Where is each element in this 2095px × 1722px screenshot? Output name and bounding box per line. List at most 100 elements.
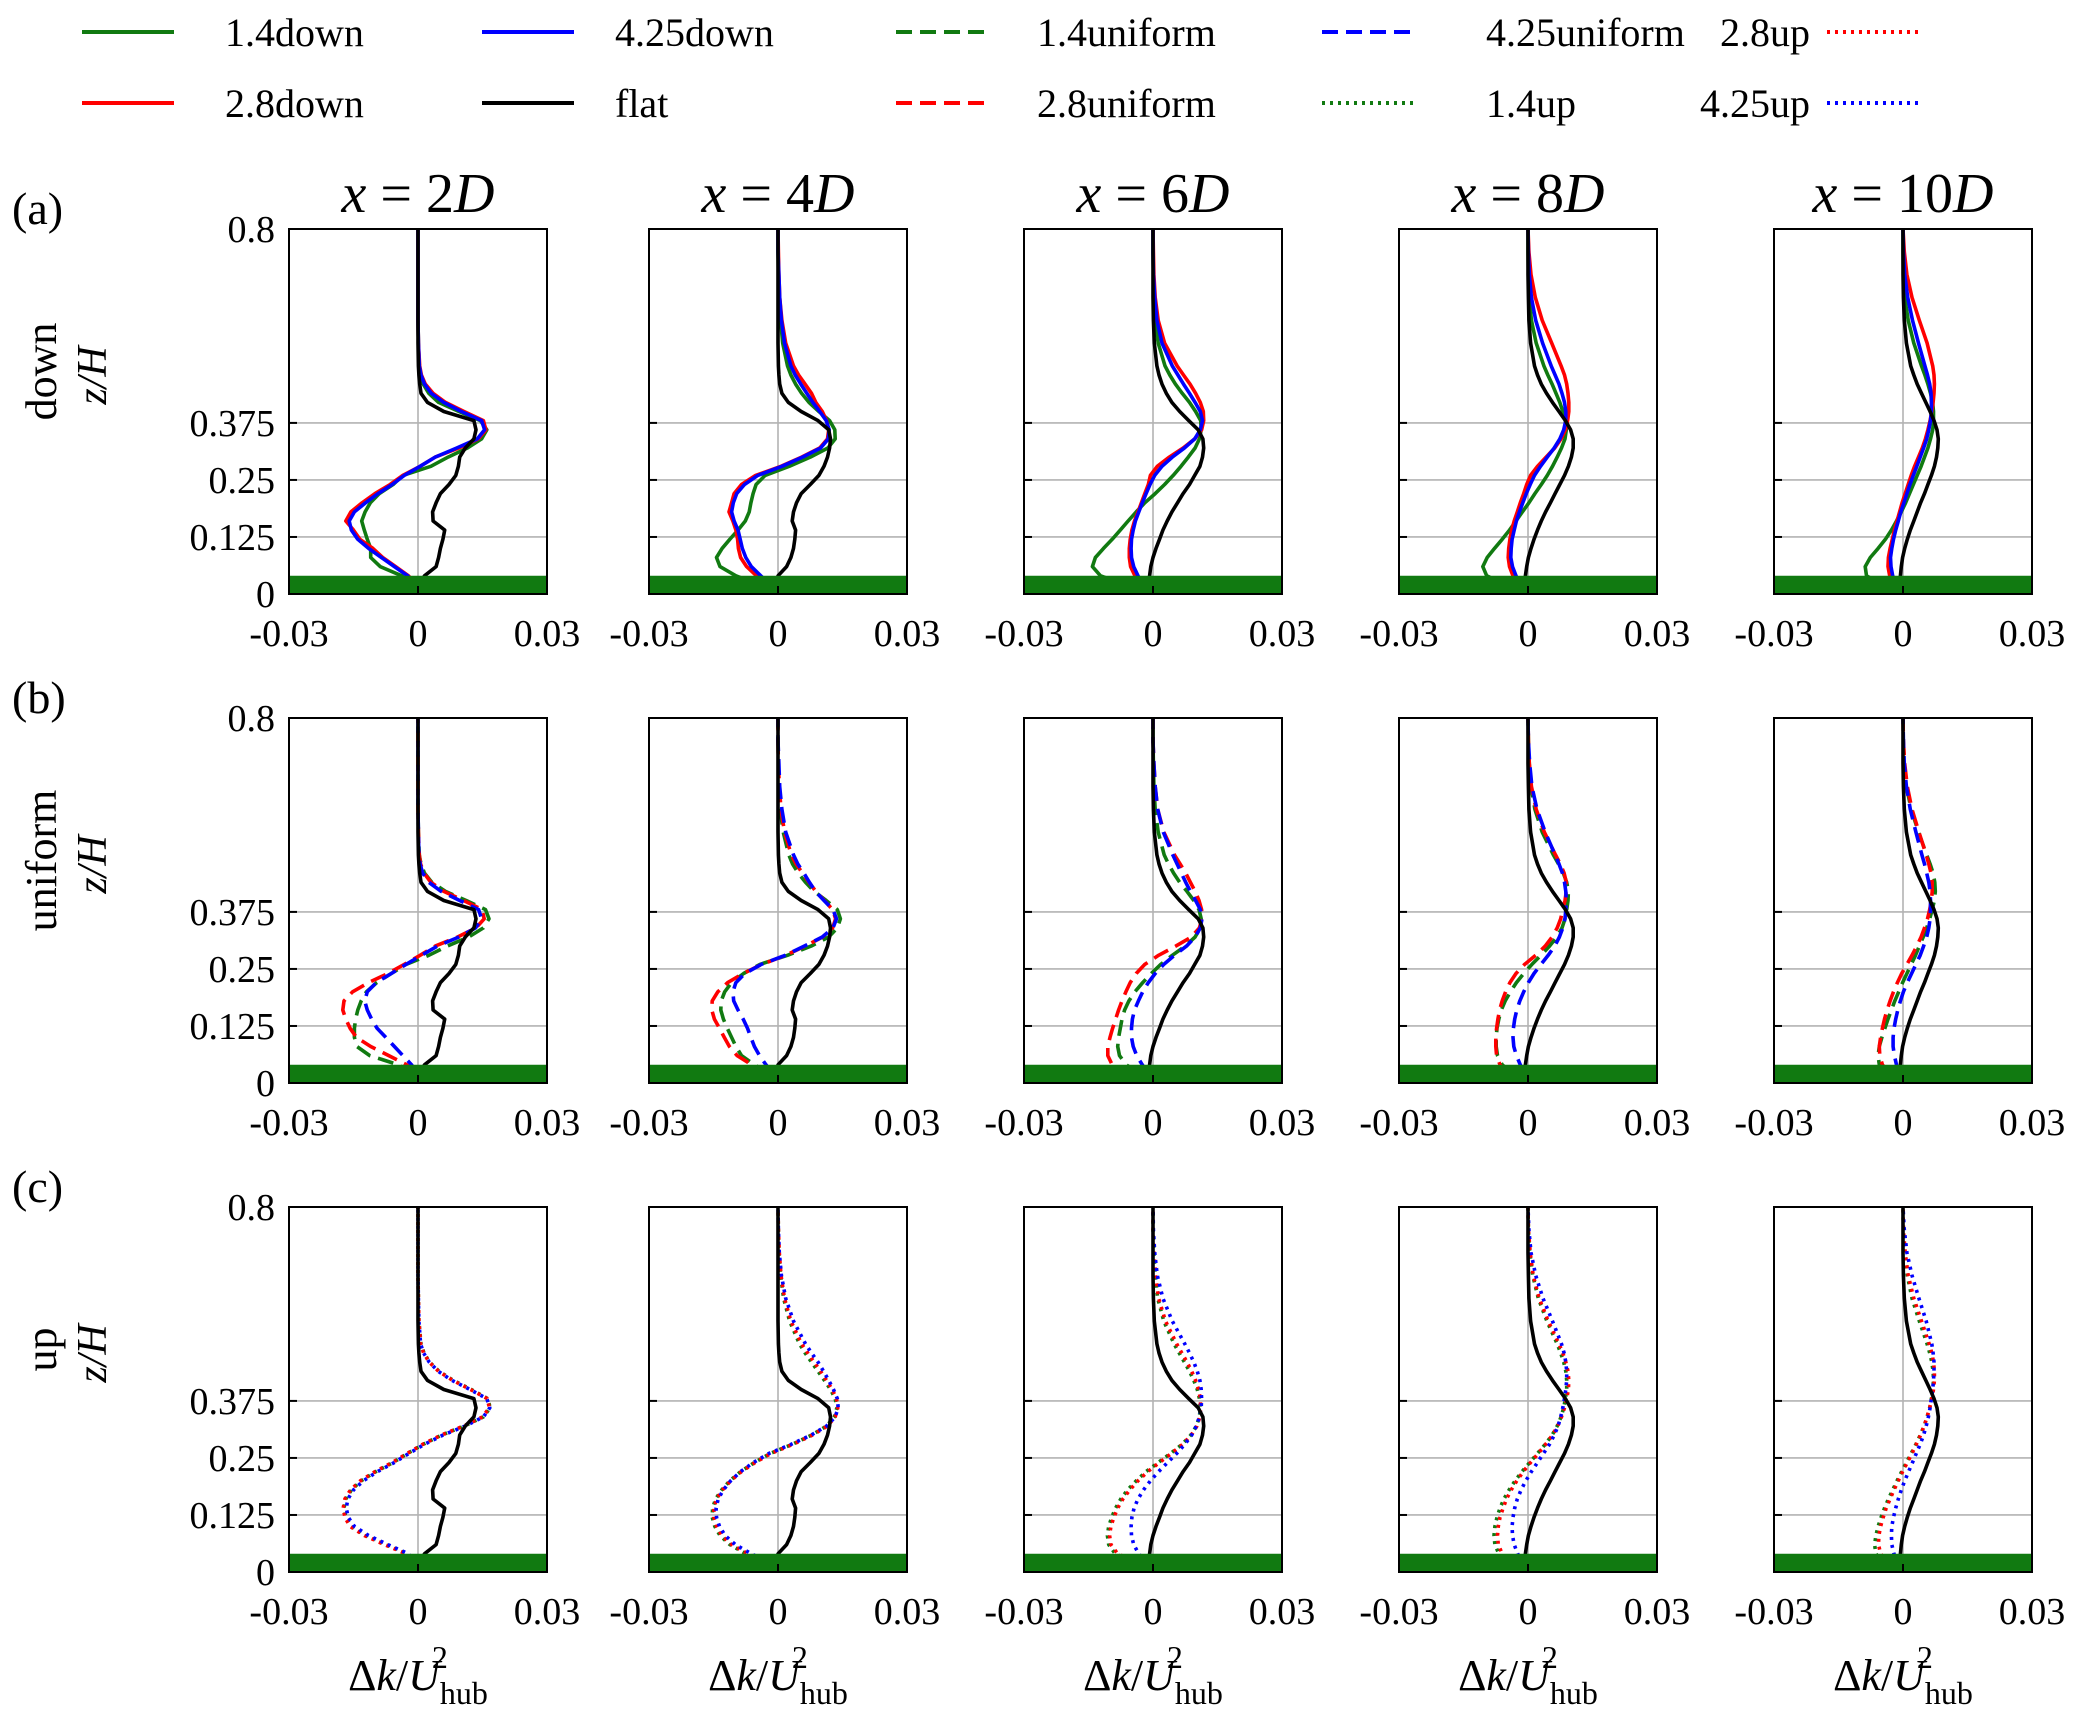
series-line-4.25down	[729, 229, 831, 587]
series-line-4.25uniform	[1891, 718, 1933, 1075]
x-tick-label: 0.03	[514, 613, 581, 655]
series-line-flat	[774, 718, 833, 1075]
x-tick-label: -0.03	[984, 1102, 1063, 1144]
legend-label-4.25down: 4.25down	[615, 10, 774, 55]
x-tick-label: -0.03	[249, 1102, 328, 1144]
x-tick-label: 0.03	[874, 613, 941, 655]
series-line-2.8uniform	[1494, 718, 1569, 1076]
column-titles: x = 2D x = 4D x = 6D x = 8D x = 10D	[341, 163, 1994, 225]
panel-uniform-6D: -0.03 0 0.03	[984, 717, 1315, 1144]
legend-item-1.4uniform: 1.4uniform	[896, 10, 1216, 55]
legend-item-flat: flat	[482, 81, 668, 126]
series-line-flat	[1898, 718, 1941, 1074]
y-tick-label: 0.125	[190, 1495, 276, 1537]
x-tick-label: -0.03	[1359, 1591, 1438, 1633]
ground-strip	[289, 575, 547, 594]
ground-strip	[1399, 575, 1657, 594]
legend-label-1.4down: 1.4down	[225, 10, 364, 55]
x-tick-label: 0	[1144, 613, 1163, 655]
legend-item-4.25uniform: 4.25uniform	[1322, 10, 1685, 55]
series-line-4.25up	[1510, 1207, 1569, 1564]
x-tick-label: 0	[769, 1102, 788, 1144]
x-tick-label: 0.03	[874, 1102, 941, 1144]
series-line-2.8up	[712, 1207, 840, 1565]
series-line-4.25up	[714, 1207, 840, 1565]
x-tick-label: 0	[769, 613, 788, 655]
series-line-flat	[416, 1207, 478, 1564]
column-title-2: x = 6D	[1076, 163, 1230, 225]
x-axis-title-1: Δk/Uhub2	[708, 1639, 848, 1711]
y-tick-label: 0.25	[209, 1438, 276, 1480]
x-tick-label: 0	[1144, 1591, 1163, 1633]
legend-item-1.4down: 1.4down	[82, 10, 364, 55]
x-axis-title-3: Δk/Uhub2	[1458, 1639, 1598, 1711]
legend-label-4.25up: 4.25up	[1700, 81, 1810, 126]
y-axis-title-1: z/H	[70, 833, 116, 895]
series-line-flat	[416, 718, 478, 1075]
ground-strip	[1024, 1553, 1282, 1572]
x-tick-label: 0	[1519, 1102, 1538, 1144]
series-line-1.4down	[359, 229, 489, 587]
row-letter-2: (c)	[12, 1161, 63, 1212]
y-tick-label: 0.375	[190, 1381, 276, 1423]
series-line-flat	[1523, 1207, 1575, 1563]
series-line-4.25uniform	[1511, 718, 1569, 1075]
panel-uniform-10D: -0.03 0 0.03	[1734, 717, 2065, 1144]
series-line-2.8uniform	[710, 718, 838, 1076]
x-axis-title-4: Δk/Uhub2	[1833, 1639, 1973, 1711]
panel-uniform-4D: -0.03 0 0.03	[609, 717, 941, 1144]
row-label-up: up	[17, 1328, 66, 1372]
x-tick-label: 0.03	[1249, 1591, 1316, 1633]
legend-item-2.8up: 2.8up	[1720, 10, 1919, 55]
series-line-flat	[1146, 229, 1206, 586]
series-line-4.25uniform	[1129, 718, 1204, 1075]
series-line-flat	[774, 229, 833, 586]
y-tick-label: 0	[256, 1063, 275, 1105]
series-line-2.8up	[1495, 1207, 1571, 1565]
ground-strip	[649, 1064, 907, 1083]
series-line-1.4up	[710, 1207, 839, 1565]
ground-strip	[1399, 1064, 1657, 1083]
panel-down-4D: -0.03 0 0.03	[609, 228, 941, 655]
series-line-2.8uniform	[1106, 718, 1204, 1076]
panel-up-8D: -0.03 0 0.03	[1359, 1206, 1690, 1633]
x-tick-label: -0.03	[1734, 1591, 1813, 1633]
y-axis-title-2: z/H	[70, 1322, 116, 1384]
ground-strip	[1024, 1064, 1282, 1083]
series-line-flat	[1146, 718, 1206, 1075]
series-line-flat	[416, 229, 478, 586]
x-tick-label: -0.03	[1734, 1102, 1813, 1144]
series-line-4.25down	[1129, 229, 1205, 586]
series-line-flat	[1898, 1207, 1941, 1563]
x-tick-label: 0	[1519, 613, 1538, 655]
x-tick-label: -0.03	[609, 1591, 688, 1633]
series-line-1.4up	[1872, 1207, 1936, 1564]
x-tick-label: -0.03	[1359, 613, 1438, 655]
panel-up-6D: -0.03 0 0.03	[984, 1206, 1316, 1633]
row-labels: (a)down z/H(b)uniform z/H(c)up z/H	[12, 183, 116, 1384]
series-line-2.8up	[1107, 1207, 1203, 1565]
x-tick-label: 0.03	[1249, 613, 1316, 655]
ground-strip	[649, 1553, 907, 1572]
x-tick-label: -0.03	[984, 1591, 1063, 1633]
column-title-0: x = 2D	[341, 163, 495, 225]
series-line-flat	[1523, 718, 1575, 1074]
x-tick-label: 0	[1519, 1591, 1538, 1633]
x-tick-label: -0.03	[609, 613, 688, 655]
x-tick-label: 0.03	[1999, 613, 2066, 655]
x-tick-label: 0	[1894, 1102, 1913, 1144]
x-tick-label: 0	[769, 1591, 788, 1633]
series-line-1.4uniform	[352, 718, 491, 1076]
series-line-flat	[774, 1207, 833, 1564]
legend: 1.4down 2.8down 4.25down flat 1.4uniform 2.8u…	[82, 10, 1919, 126]
series-line-4.25uniform	[362, 718, 484, 1075]
legend-item-2.8down: 2.8down	[82, 81, 364, 126]
row-letter-0: (a)	[12, 183, 63, 234]
ground-strip	[1774, 1553, 2032, 1572]
y-tick-label: 0.8	[228, 209, 276, 251]
series-line-4.25uniform	[731, 718, 839, 1076]
column-title-1: x = 4D	[701, 163, 855, 225]
x-tick-label: 0	[1894, 613, 1913, 655]
